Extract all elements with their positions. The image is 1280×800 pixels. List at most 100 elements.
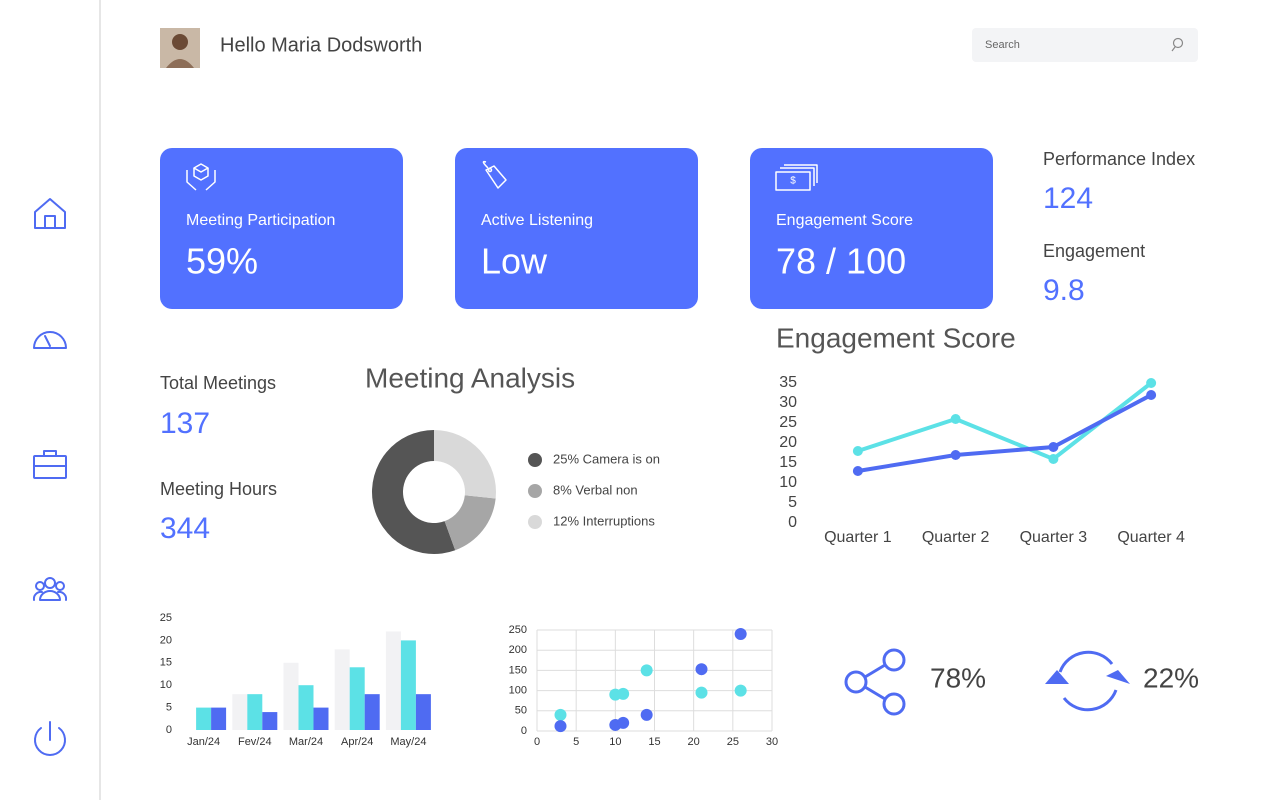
tag-icon: [482, 160, 507, 189]
card: [160, 148, 403, 309]
line: [857, 381, 1153, 462]
x-tick-label: Fev/24: [238, 736, 272, 748]
y-tick-label: 15: [160, 657, 172, 669]
line-point: [852, 446, 863, 456]
stat-value: 137: [160, 407, 210, 440]
legend-label: 12% Interruptions: [553, 513, 655, 528]
card-value: 59%: [186, 241, 258, 282]
y-tick-label: 0: [166, 724, 172, 736]
scatter-point: [617, 687, 630, 700]
avatar-face: [172, 34, 188, 50]
legend-dot: [528, 453, 542, 467]
legend-label: 25% Camera is on: [553, 451, 660, 466]
x-tick-label: Apr/24: [341, 736, 373, 748]
scatter-point: [734, 628, 747, 641]
scatter-point: [695, 663, 708, 676]
line-point: [1146, 378, 1157, 388]
search-placeholder: Search: [985, 39, 1020, 51]
avatar-body: [166, 59, 194, 68]
x-tick-label: Quarter 3: [1020, 529, 1088, 546]
scatter-point: [695, 686, 708, 699]
card-title: Engagement Score: [776, 212, 913, 229]
chart-title: Engagement Score: [776, 322, 1016, 353]
line-point: [950, 450, 961, 460]
bar: [364, 694, 380, 730]
stat-label: Total Meetings: [160, 373, 276, 393]
x-tick-label: 20: [688, 736, 700, 748]
y-tick-label: 30: [779, 394, 797, 411]
donut-slice: [434, 430, 496, 499]
y-tick-label: 250: [509, 624, 527, 636]
line-point: [1048, 454, 1059, 464]
bar: [313, 707, 329, 730]
scatter-point: [640, 664, 653, 677]
y-tick-label: 35: [779, 374, 797, 391]
card-title: Active Listening: [481, 212, 593, 229]
card: [455, 148, 698, 309]
card-value: Low: [481, 241, 548, 282]
card-title: Meeting Participation: [186, 212, 335, 229]
team-icon[interactable]: [32, 577, 68, 601]
donut-slice: [444, 495, 496, 551]
share-icon[interactable]: [844, 648, 906, 716]
y-tick-label: 10: [779, 474, 797, 491]
scatter-point: [640, 708, 653, 721]
x-tick-label: 25: [727, 736, 739, 748]
search-box[interactable]: [972, 28, 1198, 62]
donut-slice: [371, 430, 456, 554]
stat-label: Meeting Hours: [160, 479, 277, 499]
box-hands-icon: [186, 163, 216, 191]
stat-value: 124: [1043, 182, 1093, 215]
home-icon[interactable]: [34, 198, 66, 229]
scatter-point: [617, 716, 630, 729]
x-tick-label: Quarter 2: [922, 529, 990, 546]
y-tick-label: 0: [521, 725, 527, 737]
scatter-point: [734, 684, 747, 697]
refresh-icon[interactable]: [1045, 650, 1130, 712]
bar: [211, 707, 227, 730]
kpi-value: 78%: [930, 662, 986, 693]
bar: [247, 694, 263, 730]
y-tick-label: 200: [509, 644, 527, 656]
gauge-icon[interactable]: [33, 331, 67, 349]
x-tick-label: 15: [648, 736, 660, 748]
x-tick-label: 0: [534, 736, 540, 748]
search-icon[interactable]: [1171, 37, 1184, 52]
x-tick-label: 5: [573, 736, 579, 748]
scatter-point: [554, 720, 567, 733]
currency-symbol: $: [790, 176, 796, 187]
y-tick-label: 5: [788, 494, 797, 511]
x-tick-label: Quarter 4: [1117, 529, 1185, 546]
line-point: [950, 414, 961, 424]
bar: [400, 640, 416, 730]
bar: [349, 667, 365, 730]
y-tick-label: 50: [515, 705, 527, 717]
greeting: Hello Maria Dodsworth: [220, 34, 422, 56]
stat-label: Engagement: [1043, 241, 1145, 261]
x-tick-label: 10: [609, 736, 621, 748]
briefcase-icon[interactable]: [33, 450, 67, 479]
bar: [334, 649, 350, 730]
x-tick-label: May/24: [390, 736, 426, 748]
bar: [232, 694, 248, 730]
stat-value: 9.8: [1043, 274, 1085, 307]
line-point: [852, 466, 863, 476]
stat-label: Performance Index: [1043, 149, 1195, 169]
x-tick-label: Mar/24: [289, 736, 323, 748]
x-tick-label: 30: [766, 736, 778, 748]
card-value: 78 / 100: [776, 241, 906, 282]
y-tick-label: 20: [779, 434, 797, 451]
y-tick-label: 20: [160, 634, 172, 646]
x-tick-label: Quarter 1: [824, 529, 892, 546]
line-point: [1146, 390, 1157, 400]
y-tick-label: 10: [160, 679, 172, 691]
legend-dot: [528, 515, 542, 529]
money-icon: $: [775, 164, 818, 191]
y-tick-label: 0: [788, 514, 797, 531]
y-tick-label: 15: [779, 454, 797, 471]
y-tick-label: 25: [779, 414, 797, 431]
line-point: [1048, 442, 1059, 452]
power-icon[interactable]: [34, 721, 66, 756]
